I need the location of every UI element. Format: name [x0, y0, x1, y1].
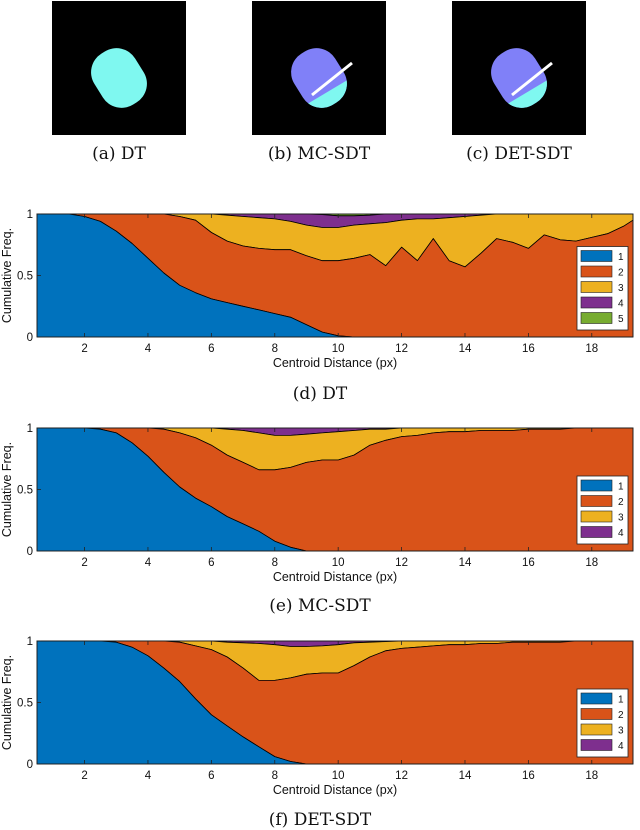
x-tick-label: 2	[81, 343, 87, 355]
y-tick-label: 0.5	[17, 485, 33, 497]
legend-label-2: 2	[618, 710, 624, 721]
y-tick-label: 0.5	[17, 271, 33, 283]
legend-label-5: 5	[618, 314, 624, 325]
y-tick-label: 0	[27, 332, 33, 344]
x-tick-label: 16	[522, 343, 535, 355]
x-tick-label: 10	[332, 343, 345, 355]
legend-label-3: 3	[618, 513, 624, 524]
caption-c: (c) DET-SDT	[466, 144, 572, 164]
legend-swatch-4	[580, 296, 613, 309]
x-tick-label: 2	[81, 770, 87, 782]
legend-swatch-2	[580, 708, 613, 720]
y-axis-label: Cumulative Freq.	[0, 442, 14, 537]
image-panel-det-sdt	[452, 1, 586, 135]
legend-swatch-5	[580, 312, 613, 324]
y-tick-label: 1	[27, 209, 33, 221]
legend-swatch-4	[580, 739, 613, 751]
legend-label-3: 3	[618, 726, 624, 737]
x-tick-label: 14	[459, 770, 472, 782]
legend-swatch-2	[580, 495, 613, 507]
legend-label-2: 2	[618, 268, 624, 279]
det-sdt-segmentation-image	[491, 48, 553, 108]
legend-label-4: 4	[618, 299, 624, 310]
x-tick-label: 14	[459, 343, 472, 355]
legend-swatch-3	[580, 281, 613, 293]
y-tick-label: 0.5	[17, 698, 33, 710]
y-tick-label: 1	[27, 636, 33, 648]
x-axis-label: Centroid Distance (px)	[273, 783, 397, 797]
legend-label-3: 3	[618, 283, 624, 294]
x-tick-label: 6	[208, 557, 214, 569]
x-tick-label: 12	[395, 557, 408, 569]
x-tick-label: 4	[145, 770, 152, 782]
x-tick-label: 16	[522, 557, 535, 569]
x-tick-label: 10	[332, 557, 345, 569]
x-tick-label: 4	[145, 557, 152, 569]
x-tick-label: 18	[585, 343, 598, 355]
cyan-cell	[91, 48, 147, 108]
legend-label-1: 1	[618, 482, 624, 493]
y-axis-label: Cumulative Freq.	[0, 228, 14, 323]
image-panel-mc-sdt	[252, 1, 386, 135]
legend-swatch-1	[580, 250, 613, 262]
y-axis-label: Cumulative Freq.	[0, 655, 14, 750]
boundary-line	[511, 61, 553, 97]
x-tick-label: 8	[272, 343, 278, 355]
x-tick-label: 18	[585, 770, 598, 782]
chart-caption-f: (f) DET-SDT	[268, 810, 372, 830]
legend-swatch-3	[580, 510, 613, 523]
dt-segmentation-image	[91, 48, 147, 108]
legend-label-1: 1	[618, 252, 624, 263]
mc-sdt-segmentation-image	[291, 48, 353, 108]
y-tick-label: 0	[27, 546, 33, 558]
legend-label-4: 4	[618, 528, 624, 539]
x-axis-label: Centroid Distance (px)	[273, 356, 397, 370]
legend-swatch-1	[580, 479, 613, 492]
y-tick-label: 0	[27, 759, 33, 771]
caption-a: (a) DT	[92, 144, 146, 164]
x-tick-label: 16	[522, 770, 535, 782]
x-tick-label: 12	[395, 343, 408, 355]
chart-caption-d: (d) DT	[292, 384, 348, 404]
image-panel-dt	[52, 1, 186, 135]
legend-label-1: 1	[618, 695, 624, 706]
caption-b: (b) MC-SDT	[267, 144, 371, 164]
legend-label-2: 2	[618, 497, 624, 508]
x-tick-label: 8	[272, 770, 278, 782]
x-tick-label: 18	[585, 557, 598, 569]
boundary-line	[311, 61, 353, 97]
legend-swatch-2	[580, 265, 613, 278]
x-tick-label: 8	[272, 557, 278, 569]
legend-swatch-4	[580, 526, 613, 538]
chart-caption-e: (e) MC-SDT	[269, 596, 371, 616]
x-tick-label: 4	[145, 343, 152, 355]
x-tick-label: 10	[332, 770, 345, 782]
x-tick-label: 12	[395, 770, 408, 782]
y-tick-label: 1	[27, 423, 33, 435]
x-tick-label: 2	[81, 557, 87, 569]
x-tick-label: 14	[459, 557, 472, 569]
x-tick-label: 6	[208, 343, 214, 355]
legend-swatch-1	[580, 692, 613, 705]
x-tick-label: 6	[208, 770, 214, 782]
legend-label-4: 4	[618, 741, 624, 752]
x-axis-label: Centroid Distance (px)	[273, 570, 397, 584]
legend-swatch-3	[580, 723, 613, 736]
